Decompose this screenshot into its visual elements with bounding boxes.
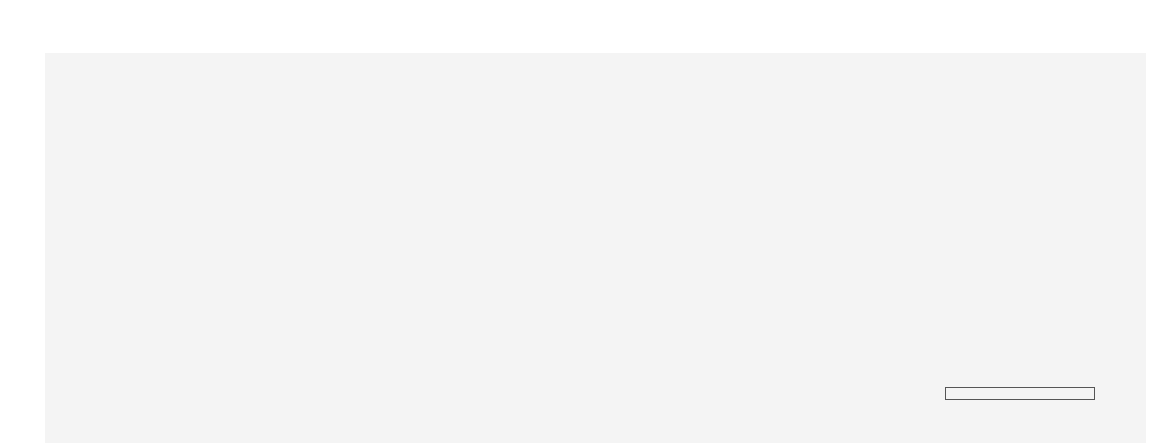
rain-legend-swatch — [123, 391, 161, 404]
showers-legend-swatch — [280, 391, 318, 404]
chart-panel — [45, 53, 1146, 443]
cloud-density-colorbar — [945, 387, 1095, 400]
